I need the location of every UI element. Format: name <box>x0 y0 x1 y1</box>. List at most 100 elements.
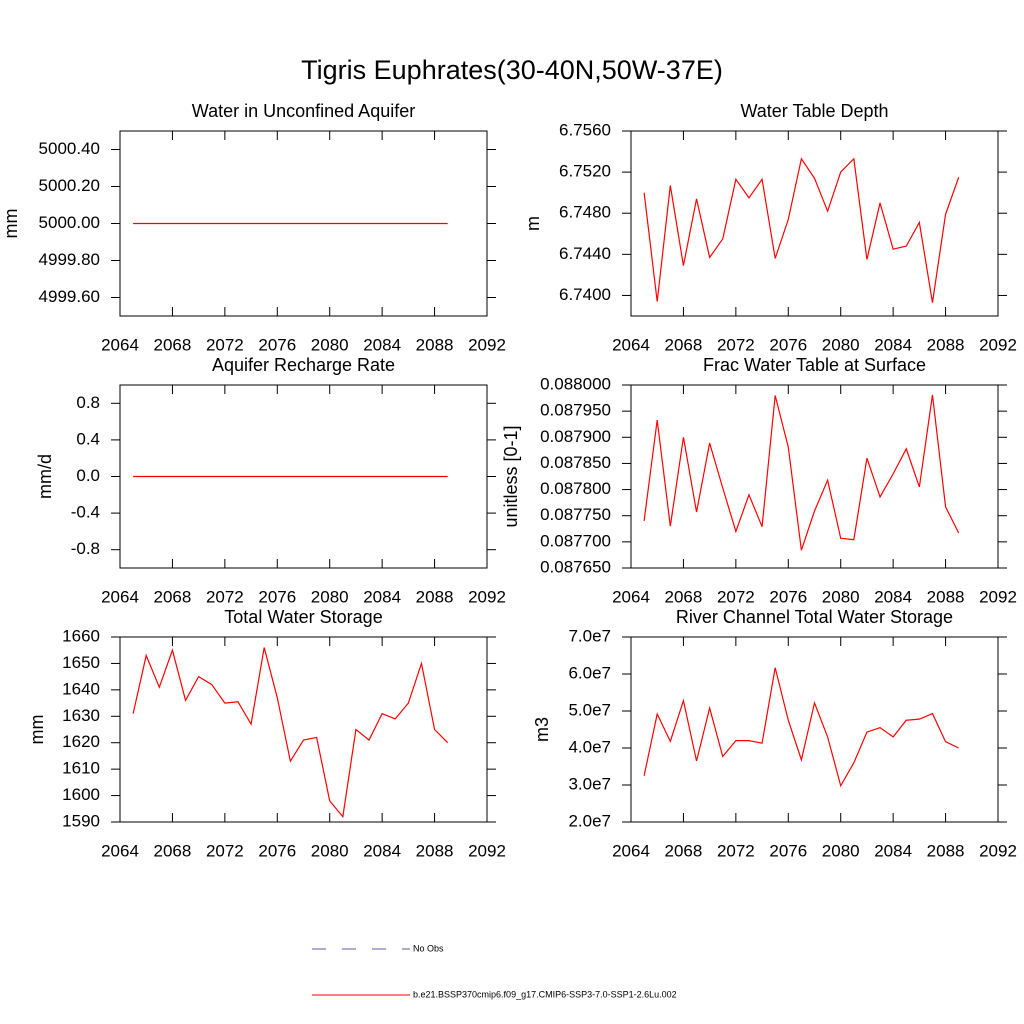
y-tick-label: 4.0e7 <box>568 737 611 756</box>
plot-frame <box>630 636 999 823</box>
y-axis-label: unitless [0-1] <box>501 425 521 527</box>
x-tick-label: 2076 <box>258 841 296 860</box>
y-tick-label: 7.0e7 <box>568 626 611 645</box>
panel-title: River Channel Total Water Storage <box>676 607 953 627</box>
x-tick-label: 2068 <box>154 841 192 860</box>
x-tick-label: 2088 <box>416 587 454 606</box>
y-tick-label: 0.087700 <box>540 531 611 550</box>
x-tick-label: 2084 <box>363 587 401 606</box>
y-tick-label: 1640 <box>62 679 100 698</box>
x-tick-label: 2088 <box>416 335 454 354</box>
y-tick-label: 0.088000 <box>540 374 611 393</box>
x-tick-label: 2068 <box>154 587 192 606</box>
y-tick-label: 1590 <box>62 811 100 830</box>
y-tick-label: 1620 <box>62 732 100 751</box>
y-tick-label: 0.8 <box>76 393 100 412</box>
x-tick-label: 2068 <box>665 587 703 606</box>
y-tick-label: 0.087800 <box>540 479 611 498</box>
x-tick-label: 2092 <box>979 335 1017 354</box>
x-tick-label: 2072 <box>206 841 244 860</box>
y-tick-label: 4999.60 <box>39 287 100 306</box>
x-tick-label: 2072 <box>717 335 755 354</box>
y-tick-label: 0.087900 <box>540 427 611 446</box>
y-tick-label: 1600 <box>62 785 100 804</box>
x-tick-label: 2072 <box>717 587 755 606</box>
x-tick-label: 2084 <box>363 335 401 354</box>
x-tick-label: 2084 <box>874 587 912 606</box>
y-tick-label: 0.087650 <box>540 557 611 576</box>
x-tick-label: 2092 <box>979 841 1017 860</box>
y-axis-label: mm/d <box>35 454 55 499</box>
y-tick-label: -0.8 <box>71 539 100 558</box>
panel-title: Aquifer Recharge Rate <box>212 355 395 375</box>
x-tick-label: 2080 <box>311 335 349 354</box>
y-tick-label: 6.7400 <box>559 285 611 304</box>
plot-frame <box>630 384 999 569</box>
data-line <box>643 667 959 788</box>
x-tick-label: 2064 <box>612 841 650 860</box>
plot-frame <box>119 636 488 823</box>
y-tick-label: 1630 <box>62 706 100 725</box>
x-tick-label: 2088 <box>416 841 454 860</box>
y-tick-label: 3.0e7 <box>568 774 611 793</box>
x-tick-label: 2064 <box>612 335 650 354</box>
y-tick-label: 6.0e7 <box>568 663 611 682</box>
y-tick-label: 1610 <box>62 759 100 778</box>
x-tick-label: 2076 <box>769 841 807 860</box>
y-tick-label: 5.0e7 <box>568 700 611 719</box>
data-line <box>132 647 449 819</box>
y-tick-label: 0.087850 <box>540 453 611 472</box>
panel-title: Water Table Depth <box>740 101 888 121</box>
legend-label: b.e21.BSSP370cmip6.f09_g17.CMIP6-SSP3-7.… <box>413 989 677 999</box>
y-tick-label: 6.7440 <box>559 244 611 263</box>
x-tick-label: 2064 <box>101 587 139 606</box>
y-axis-label: mm <box>1 209 21 239</box>
y-tick-label: 0.0 <box>76 466 100 485</box>
x-tick-label: 2088 <box>927 587 965 606</box>
y-tick-label: 0.4 <box>76 429 100 448</box>
plot-frame <box>630 130 999 317</box>
x-tick-label: 2080 <box>822 587 860 606</box>
x-tick-label: 2080 <box>311 841 349 860</box>
x-tick-label: 2088 <box>927 841 965 860</box>
x-tick-label: 2064 <box>101 335 139 354</box>
x-tick-label: 2080 <box>822 841 860 860</box>
data-line <box>643 157 960 303</box>
x-tick-label: 2068 <box>665 841 703 860</box>
y-tick-label: 6.7520 <box>559 162 611 181</box>
figure-title: Tigris Euphrates(30-40N,50W-37E) <box>301 55 723 85</box>
legend-label: No Obs <box>413 943 444 953</box>
x-tick-label: 2072 <box>206 587 244 606</box>
y-tick-label: 0.087750 <box>540 505 611 524</box>
y-axis-label: m3 <box>532 717 552 742</box>
x-tick-label: 2064 <box>612 587 650 606</box>
data-line <box>643 394 960 551</box>
x-tick-label: 2068 <box>154 335 192 354</box>
x-tick-label: 2076 <box>769 587 807 606</box>
x-tick-label: 2064 <box>101 841 139 860</box>
x-tick-label: 2076 <box>258 587 296 606</box>
y-tick-label: 1650 <box>62 653 100 672</box>
panel-title: Total Water Storage <box>224 607 382 627</box>
x-tick-label: 2092 <box>979 587 1017 606</box>
y-tick-label: 6.7480 <box>559 203 611 222</box>
y-tick-label: 1660 <box>62 626 100 645</box>
y-tick-label: 5000.40 <box>39 139 100 158</box>
y-axis-label: m <box>523 216 543 231</box>
y-tick-label: 0.087950 <box>540 401 611 420</box>
y-tick-label: 5000.20 <box>39 176 100 195</box>
x-tick-label: 2068 <box>665 335 703 354</box>
x-tick-label: 2092 <box>468 335 506 354</box>
x-tick-label: 2092 <box>468 841 506 860</box>
x-tick-label: 2084 <box>874 335 912 354</box>
y-tick-label: 6.7560 <box>559 120 611 139</box>
x-tick-label: 2076 <box>258 335 296 354</box>
x-tick-label: 2072 <box>717 841 755 860</box>
x-tick-label: 2084 <box>874 841 912 860</box>
x-tick-label: 2092 <box>468 587 506 606</box>
x-tick-label: 2088 <box>927 335 965 354</box>
x-tick-label: 2072 <box>206 335 244 354</box>
y-axis-label: mm <box>27 715 47 745</box>
y-tick-label: 5000.00 <box>39 213 100 232</box>
